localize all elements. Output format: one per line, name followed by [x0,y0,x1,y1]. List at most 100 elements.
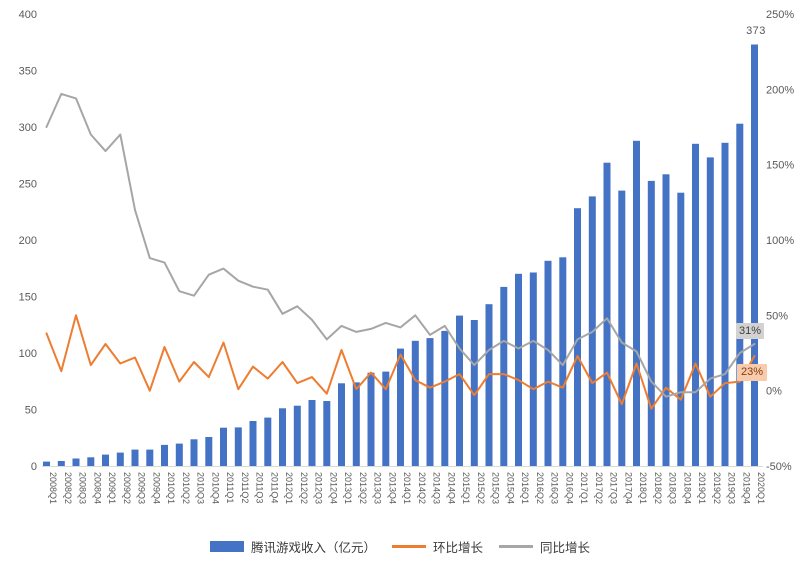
x-axis-label: 2017Q2 [594,472,604,504]
revenue-bar [161,444,168,466]
qoq-growth-line [45,314,756,410]
y-axis-tick-right: 200% [766,84,794,96]
revenue-bar [87,457,95,466]
x-axis-label: 2010Q3 [196,472,206,504]
revenue-bar [234,427,242,466]
x-axis-label: 2012Q2 [299,472,309,504]
x-axis-label: 2016Q2 [535,472,545,504]
x-axis-label: 2016Q1 [520,472,530,504]
x-axis-label: 2008Q1 [48,472,58,504]
revenue-bar [411,340,419,466]
revenue-bar [633,140,640,467]
revenue-bar [175,443,183,466]
x-axis-label: 2009Q2 [122,472,132,504]
legend-label-revenue: 腾讯游戏收入（亿元） [250,541,376,555]
revenue-bar [102,454,109,466]
x-axis-label: 2013Q2 [358,472,368,504]
y-axis-tick-left: 50 [25,405,37,417]
revenue-bar [426,338,434,466]
yoy-end-value-badge: 31% [736,323,764,339]
x-axis-label: 2011Q2 [240,472,250,503]
revenue-bar [279,408,286,466]
y-axis-tick-left: 150 [19,292,37,304]
x-axis-label: 2011Q4 [269,472,279,503]
revenue-bar [116,452,124,466]
x-axis-label: 2015Q3 [491,472,501,504]
y-axis-tick-right: 0% [766,386,782,398]
revenue-bar [249,421,257,466]
y-axis-tick-left: 100 [19,348,37,360]
legend-item-revenue[interactable]: 腾讯游戏收入（亿元） [209,537,376,556]
revenue-bar [544,260,552,466]
revenue-bar [706,157,714,466]
y-axis-tick-left: 0 [31,461,37,473]
legend-item-yoy[interactable]: 同比增长 [499,537,590,556]
x-axis-label: 2018Q4 [682,472,692,504]
x-axis-label: 2008Q4 [92,472,102,504]
x-axis-label: 2009Q1 [107,472,117,504]
x-axis-label: 2018Q1 [638,472,648,504]
chart-legend: 腾讯游戏收入（亿元） 环比增长 同比增长 [0,537,800,556]
revenue-bar [559,257,567,466]
x-axis-label: 2009Q4 [151,472,161,504]
revenue-bar [470,320,478,466]
revenue-bar [308,400,316,466]
revenue-bar [529,272,537,466]
revenue-bar [367,372,375,466]
x-axis-label: 2018Q3 [668,472,678,504]
revenue-bar [456,315,463,466]
x-axis-label: 2014Q1 [402,472,412,504]
revenue-bar [677,192,685,466]
x-axis-label: 2010Q4 [210,472,220,504]
revenue-bar [57,461,65,466]
bar-series-swatch-icon [209,541,244,552]
x-axis-label: 2012Q1 [284,472,294,504]
y-axis-tick-left: 300 [19,122,37,134]
x-axis-label: 2017Q4 [623,472,633,504]
revenue-bar [382,371,390,466]
revenue-bar [736,123,744,466]
x-axis-label: 2015Q2 [476,472,486,504]
revenue-bar [692,143,699,467]
x-axis-label: 2015Q4 [505,472,515,504]
x-axis-label: 2019Q1 [697,472,707,504]
x-axis-label: 2017Q1 [579,472,589,504]
x-axis-label: 2008Q3 [78,472,88,504]
y-axis-tick-right: 150% [766,160,794,172]
revenue-bar [190,439,198,466]
revenue-bar [338,383,345,466]
x-axis-label: 2013Q4 [387,472,397,504]
y-axis-tick-right: 50% [766,310,788,322]
revenue-bar [647,180,655,466]
revenue-bar [352,382,360,466]
legend-label-yoy: 同比增长 [540,541,591,555]
x-axis-label: 2015Q1 [461,472,471,504]
y-axis-tick-right: 250% [766,9,794,21]
x-axis-label: 2019Q2 [712,472,722,504]
x-axis-label: 2019Q4 [741,472,751,504]
qoq-end-value-badge: 23% [737,364,767,381]
x-axis-label: 2012Q3 [314,472,324,504]
last-bar-value-label: 373 [746,25,766,37]
x-axis-label: 2008Q2 [63,472,73,504]
revenue-bar [293,405,301,466]
revenue-bar [43,461,50,466]
x-axis-label: 2009Q3 [137,472,147,504]
x-axis-label: 2013Q1 [343,472,353,504]
y-axis-tick-right: 100% [766,235,794,247]
qoq-series-swatch-icon [391,545,426,548]
revenue-bar [205,437,213,466]
revenue-bar [751,44,758,466]
revenue-bar [220,427,227,466]
y-axis-tick-left: 400 [19,9,37,21]
revenue-bar [500,286,508,466]
y-axis-tick-left: 200 [19,235,37,247]
revenue-bar [721,142,729,467]
legend-item-qoq[interactable]: 环比增长 [391,537,483,556]
revenue-bar [397,348,404,466]
revenue-bar [146,449,154,466]
y-axis-tick-left: 250 [19,179,37,191]
revenue-bar [603,162,611,466]
